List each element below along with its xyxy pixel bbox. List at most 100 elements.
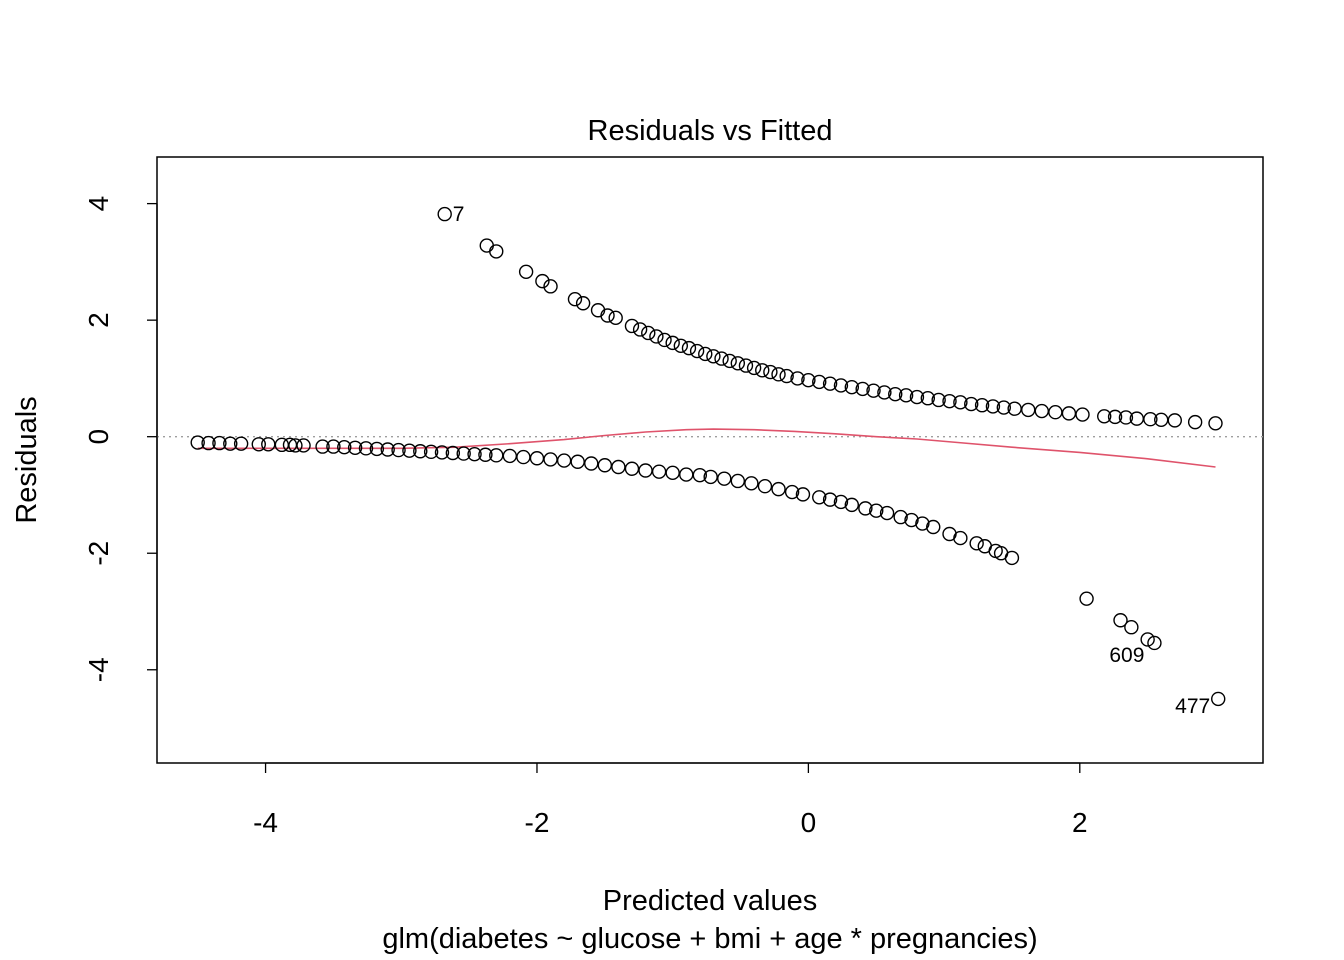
residual-point bbox=[337, 439, 352, 455]
residual-point bbox=[651, 464, 667, 479]
residual-point bbox=[575, 296, 591, 311]
residual-point bbox=[402, 443, 417, 458]
x-tick-label: 0 bbox=[801, 807, 817, 838]
residual-point bbox=[1061, 406, 1077, 421]
residual-point bbox=[703, 469, 718, 485]
residual-point bbox=[657, 332, 672, 348]
residual-point bbox=[543, 452, 558, 467]
y-axis: -4 -2 0 2 4 bbox=[83, 196, 158, 682]
residual-point bbox=[771, 481, 786, 497]
residual-point bbox=[755, 363, 770, 378]
residual-point bbox=[822, 376, 838, 391]
residual-point bbox=[888, 386, 903, 402]
residual-point bbox=[380, 442, 395, 457]
residual-point bbox=[812, 490, 827, 505]
residual-point bbox=[879, 505, 895, 521]
residual-point bbox=[641, 325, 656, 341]
residual-point bbox=[556, 453, 572, 468]
residual-points bbox=[190, 206, 1226, 707]
residual-point bbox=[516, 449, 531, 465]
residual-point bbox=[1167, 413, 1182, 428]
residual-point bbox=[665, 335, 680, 351]
residual-point bbox=[757, 479, 773, 494]
residual-point bbox=[288, 438, 303, 453]
residual-point bbox=[985, 399, 1001, 414]
residual-point bbox=[567, 291, 583, 307]
residual-point bbox=[866, 383, 881, 398]
residual-point bbox=[413, 444, 428, 459]
residual-point bbox=[274, 437, 290, 453]
y-axis-label: Residuals bbox=[11, 396, 43, 523]
residual-point bbox=[1118, 410, 1134, 425]
residual-point bbox=[942, 393, 957, 409]
residual-point bbox=[801, 372, 816, 388]
residual-point bbox=[358, 441, 374, 456]
y-tick-label: -2 bbox=[83, 541, 114, 566]
residual-point bbox=[1124, 620, 1139, 635]
residual-point bbox=[624, 318, 640, 334]
point-label: 7 bbox=[453, 203, 465, 226]
residual-point bbox=[649, 329, 664, 344]
residual-point bbox=[1147, 635, 1162, 651]
residual-point bbox=[953, 530, 968, 546]
residual-point bbox=[502, 448, 518, 464]
y-tick-label: 2 bbox=[83, 312, 114, 328]
residual-point bbox=[347, 440, 363, 455]
residual-point bbox=[326, 439, 341, 454]
residual-point bbox=[812, 374, 827, 390]
residual-point bbox=[437, 206, 452, 222]
residual-point bbox=[1113, 613, 1128, 628]
x-tick-label: -2 bbox=[525, 807, 550, 838]
x-tick-label: 2 bbox=[1072, 807, 1088, 838]
residual-point bbox=[1034, 403, 1050, 419]
residual-point bbox=[1079, 591, 1094, 606]
plot-frame bbox=[156, 156, 1264, 764]
chart-title: Residuals vs Fitted bbox=[588, 115, 833, 147]
residual-point bbox=[369, 441, 385, 457]
residual-point bbox=[190, 435, 205, 450]
residual-point bbox=[730, 356, 746, 371]
residual-point bbox=[833, 494, 849, 510]
residual-point bbox=[1143, 412, 1158, 427]
residual-point bbox=[779, 368, 794, 384]
residual-point bbox=[964, 396, 979, 412]
residual-point bbox=[1107, 409, 1123, 425]
y-tick-label: 4 bbox=[83, 196, 114, 212]
residual-point bbox=[391, 442, 406, 458]
residual-point bbox=[543, 279, 558, 294]
residual-point bbox=[608, 310, 623, 326]
residual-point bbox=[844, 379, 860, 395]
residual-point bbox=[529, 451, 545, 466]
residual-point bbox=[456, 446, 471, 461]
residual-point bbox=[698, 346, 713, 362]
residual-point bbox=[201, 435, 216, 451]
residual-point bbox=[489, 244, 504, 259]
residual-point bbox=[296, 438, 311, 453]
residual-point bbox=[1075, 407, 1090, 422]
residual-point bbox=[1004, 550, 1020, 566]
residual-point bbox=[251, 437, 266, 452]
residual-point bbox=[784, 484, 800, 500]
residual-point bbox=[904, 512, 919, 528]
residual-point bbox=[423, 444, 439, 460]
residual-point bbox=[434, 445, 450, 460]
residual-point bbox=[771, 367, 786, 382]
residual-point bbox=[535, 273, 550, 289]
residual-point bbox=[909, 389, 925, 405]
residual-point bbox=[869, 503, 884, 518]
residual-point bbox=[795, 487, 811, 502]
residual-point bbox=[877, 385, 892, 400]
residual-point bbox=[920, 391, 936, 406]
residual-point bbox=[590, 303, 606, 318]
residual-point bbox=[1140, 632, 1155, 647]
residual-point bbox=[931, 392, 946, 408]
residual-point bbox=[679, 467, 694, 482]
residual-point bbox=[996, 400, 1012, 415]
residual-point bbox=[611, 459, 626, 475]
residual-point bbox=[969, 536, 984, 551]
residual-point bbox=[1097, 409, 1112, 424]
residual-point bbox=[763, 364, 778, 380]
residual-point bbox=[478, 447, 493, 462]
y-tick-label: 0 bbox=[83, 429, 114, 445]
